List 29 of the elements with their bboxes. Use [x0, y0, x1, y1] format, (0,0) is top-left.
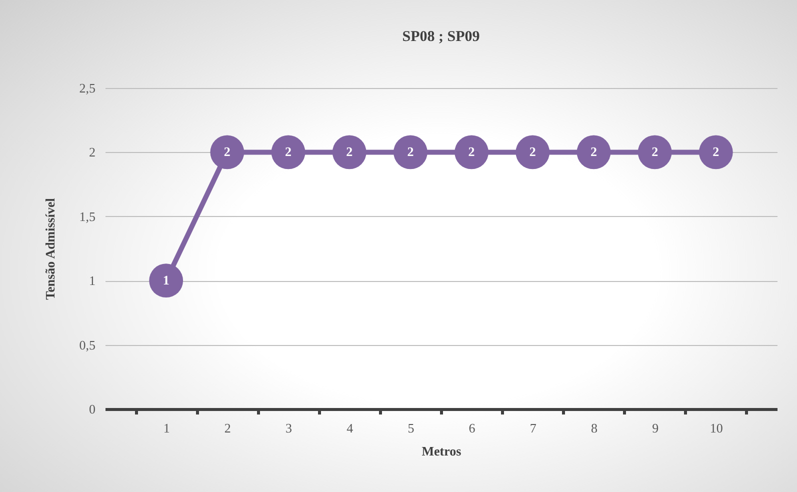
data-label: 1: [162, 272, 170, 288]
x-tick-label: 10: [710, 420, 723, 436]
chart-title: SP08 ; SP09: [402, 29, 480, 45]
data-label: 2: [285, 144, 292, 160]
data-label: 2: [468, 144, 475, 160]
x-tick-label: 8: [590, 420, 598, 436]
y-tick-label: 0: [89, 402, 96, 416]
y-tick-label: 2,5: [79, 80, 96, 96]
data-label: 2: [529, 144, 536, 160]
x-tick-label: 1: [163, 420, 170, 436]
data-label: 2: [712, 144, 720, 160]
x-tick-label: 9: [652, 420, 659, 436]
x-tick-label: 2: [224, 420, 231, 436]
data-label: 2: [590, 144, 597, 160]
data-label: 2: [346, 144, 353, 160]
x-tick-label: 4: [346, 420, 354, 436]
data-label: 2: [224, 144, 230, 160]
y-axis-title: Tensão Admissível: [42, 198, 58, 300]
y-tick-label: 2: [89, 144, 96, 160]
data-label: 2: [652, 144, 658, 160]
y-tick-label: 1: [89, 273, 96, 288]
x-tick-label: 3: [286, 420, 292, 436]
y-tick-label: 1,5: [79, 208, 96, 224]
data-label: 2: [407, 144, 414, 160]
y-tick-label: 0,5: [79, 337, 96, 352]
x-tick-label: 5: [408, 420, 414, 436]
x-tick-label: 6: [468, 420, 476, 436]
x-axis-title: Metros: [422, 444, 462, 458]
x-tick-label: 7: [530, 420, 537, 436]
